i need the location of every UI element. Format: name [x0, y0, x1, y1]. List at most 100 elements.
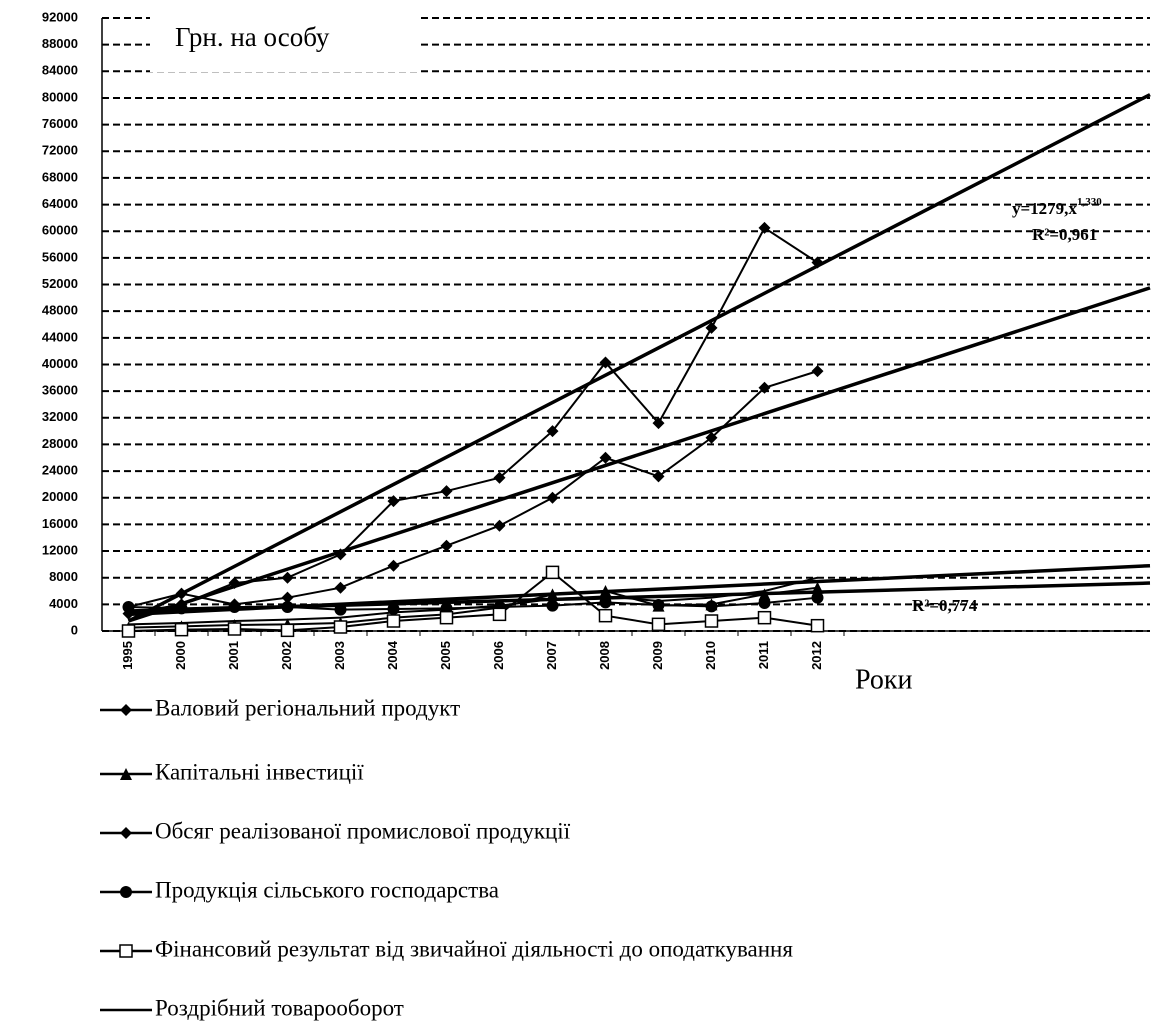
- trend-equation: y=1279,x1,330: [1012, 196, 1102, 218]
- marker: [174, 622, 189, 637]
- marker: [387, 559, 400, 572]
- y-tick-label: 48000: [42, 303, 78, 318]
- y-tick-label: 64000: [42, 196, 78, 211]
- legend-label: Обсяг реалізованої промислової продукції: [155, 818, 571, 843]
- legend-label: Продукція сільського господарства: [155, 877, 499, 902]
- x-tick-label: 2010: [703, 641, 718, 670]
- marker: [492, 607, 507, 622]
- y-tick-label: 44000: [42, 329, 78, 344]
- trendline: [127, 286, 1151, 623]
- title-box: [150, 14, 420, 72]
- marker: [121, 624, 136, 638]
- marker: [757, 610, 772, 625]
- y-tick-label: 72000: [42, 143, 78, 158]
- marker: [811, 591, 824, 604]
- y-tick-label: 88000: [42, 36, 78, 51]
- marker: [599, 451, 612, 464]
- y-tick-label: 16000: [42, 516, 78, 531]
- marker: [705, 600, 718, 613]
- x-tick-label: 2000: [173, 641, 188, 670]
- y-tick-label: 84000: [42, 63, 78, 78]
- legend-label: Фінансовий результат від звичайної діяль…: [155, 936, 793, 961]
- marker: [440, 539, 453, 552]
- marker: [598, 608, 613, 623]
- trend-equation-exponent: 1,330: [1077, 196, 1102, 208]
- y-tick-label: 0: [71, 622, 78, 637]
- marker: [281, 571, 294, 584]
- y-tick-label: 28000: [42, 436, 78, 451]
- marker: [546, 491, 559, 504]
- legend-label: Капітальні інвестиції: [155, 759, 364, 784]
- marker: [493, 471, 506, 484]
- x-tick-label: 2005: [438, 641, 453, 670]
- y-tick-label: 40000: [42, 356, 78, 371]
- marker: [439, 610, 454, 625]
- y-tick-label: 24000: [42, 463, 78, 478]
- marker: [387, 495, 400, 508]
- legend-marker: [120, 827, 132, 839]
- x-tick-label: 2006: [491, 641, 506, 670]
- marker: [280, 623, 295, 638]
- marker: [599, 356, 612, 369]
- marker: [652, 417, 665, 430]
- y-tick-label: 80000: [42, 89, 78, 104]
- marker: [281, 591, 294, 604]
- chart-title: Грн. на особу: [175, 22, 330, 52]
- marker: [386, 614, 401, 628]
- x-tick-label: 2012: [809, 641, 824, 670]
- marker: [758, 597, 771, 610]
- marker: [334, 581, 347, 594]
- marker: [440, 485, 453, 498]
- y-tick-label: 20000: [42, 489, 78, 504]
- x-axis-label: Роки: [855, 664, 912, 695]
- marker: [758, 381, 771, 394]
- x-tick-label: 2003: [332, 641, 347, 670]
- x-tick-label: 2008: [597, 641, 612, 670]
- x-tick-label: 2011: [756, 641, 771, 669]
- marker: [651, 617, 666, 632]
- y-tick-label: 8000: [49, 569, 78, 584]
- x-tick-label: 1995: [120, 641, 135, 670]
- trendline: [128, 581, 1151, 613]
- trend-r2: R²=0,774: [912, 596, 978, 615]
- marker: [546, 599, 559, 612]
- x-tick-label: 2004: [385, 640, 400, 670]
- legend-label: Валовий регіональний продукт: [155, 695, 460, 720]
- y-tick-label: 76000: [42, 116, 78, 131]
- x-tick-label: 2001: [226, 641, 241, 670]
- y-tick-label: 92000: [42, 9, 78, 24]
- trendline: [127, 93, 1151, 623]
- marker: [704, 614, 719, 628]
- marker: [546, 425, 559, 438]
- trend-equation-base: y=1279,x: [1012, 199, 1077, 218]
- y-tick-label: 68000: [42, 169, 78, 184]
- legend-marker: [119, 944, 133, 958]
- legend-marker: [120, 886, 132, 898]
- series-line: [128, 571, 818, 632]
- marker: [705, 431, 718, 444]
- x-tick-label: 2002: [279, 641, 294, 670]
- marker: [545, 565, 560, 580]
- y-tick-label: 60000: [42, 223, 78, 238]
- series-line: [128, 576, 818, 626]
- y-tick-label: 4000: [49, 596, 78, 611]
- marker: [227, 622, 242, 636]
- marker: [333, 620, 348, 634]
- y-tick-label: 52000: [42, 276, 78, 291]
- trend-r2: R²=0,961: [1032, 225, 1097, 244]
- legend-label: Роздрібний товарооборот: [155, 995, 404, 1020]
- series-line: [128, 370, 818, 608]
- marker: [810, 618, 825, 633]
- series-line: [128, 586, 818, 629]
- legend-marker: [120, 768, 132, 780]
- marker: [811, 365, 824, 378]
- x-tick-label: 2007: [544, 641, 559, 670]
- marker: [758, 221, 771, 234]
- y-tick-label: 12000: [42, 542, 78, 557]
- y-tick-label: 56000: [42, 249, 78, 264]
- marker: [493, 519, 506, 532]
- marker: [652, 599, 665, 612]
- legend-marker: [120, 704, 132, 716]
- y-tick-label: 32000: [42, 409, 78, 424]
